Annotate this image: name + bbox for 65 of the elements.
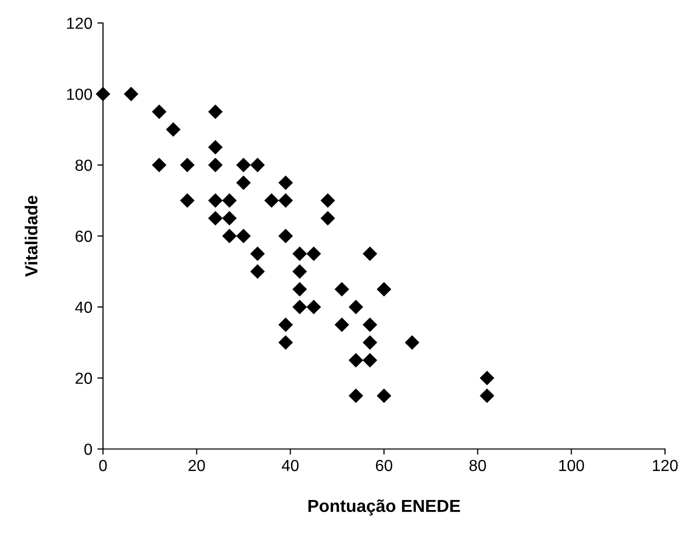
point — [278, 228, 293, 244]
point — [222, 193, 237, 208]
point — [152, 104, 166, 120]
point — [362, 246, 378, 262]
y-tick-label: 60 — [76, 230, 92, 242]
point — [222, 210, 237, 226]
x-tick-label: 40 — [282, 460, 299, 472]
x-axis-title: Pontuação ENEDE — [308, 499, 460, 516]
point — [362, 352, 378, 368]
point — [480, 370, 494, 386]
point — [208, 104, 223, 120]
point — [292, 300, 307, 314]
x-tick-label: 100 — [559, 460, 584, 472]
point — [264, 193, 279, 208]
point — [334, 317, 350, 332]
y-tick-label: 40 — [75, 302, 92, 313]
point — [236, 175, 251, 190]
point — [362, 317, 378, 332]
point — [250, 264, 265, 279]
point — [292, 282, 307, 297]
y-tick-label: 0 — [84, 444, 92, 455]
point — [208, 210, 223, 226]
point — [236, 228, 251, 244]
point — [124, 86, 138, 102]
point — [292, 264, 307, 279]
y-tick-label: 120 — [67, 18, 92, 29]
x-tick-label: 120 — [652, 460, 678, 472]
y-tick-label: 100 — [67, 88, 92, 100]
point — [250, 158, 265, 172]
point — [376, 388, 392, 404]
point — [152, 158, 166, 172]
point — [222, 228, 237, 244]
point — [362, 335, 378, 350]
point — [166, 122, 181, 137]
x-tick-label: 80 — [469, 460, 486, 472]
point — [278, 193, 293, 208]
point — [180, 158, 195, 172]
point — [208, 193, 223, 208]
point — [278, 175, 293, 190]
point — [320, 193, 336, 208]
point — [334, 282, 350, 297]
point — [236, 158, 251, 172]
point — [306, 246, 322, 262]
point — [306, 300, 322, 314]
point — [250, 246, 265, 262]
x-tick-label: 20 — [188, 460, 205, 472]
x-tick-label: 60 — [376, 460, 392, 472]
point — [480, 388, 494, 404]
y-axis-title: Vitalidade — [24, 196, 38, 277]
point — [376, 282, 392, 297]
point — [320, 210, 336, 226]
point — [208, 158, 223, 172]
point — [180, 193, 195, 208]
point — [208, 140, 223, 155]
point — [348, 300, 364, 314]
y-tick-label: 20 — [76, 372, 92, 384]
point — [96, 86, 110, 102]
point — [278, 335, 293, 350]
point — [404, 335, 420, 350]
x-tick-label: 0 — [99, 460, 107, 472]
point — [292, 246, 307, 262]
point — [278, 317, 293, 332]
y-tick-label: 80 — [76, 160, 92, 171]
point — [348, 352, 364, 368]
point — [348, 388, 364, 404]
